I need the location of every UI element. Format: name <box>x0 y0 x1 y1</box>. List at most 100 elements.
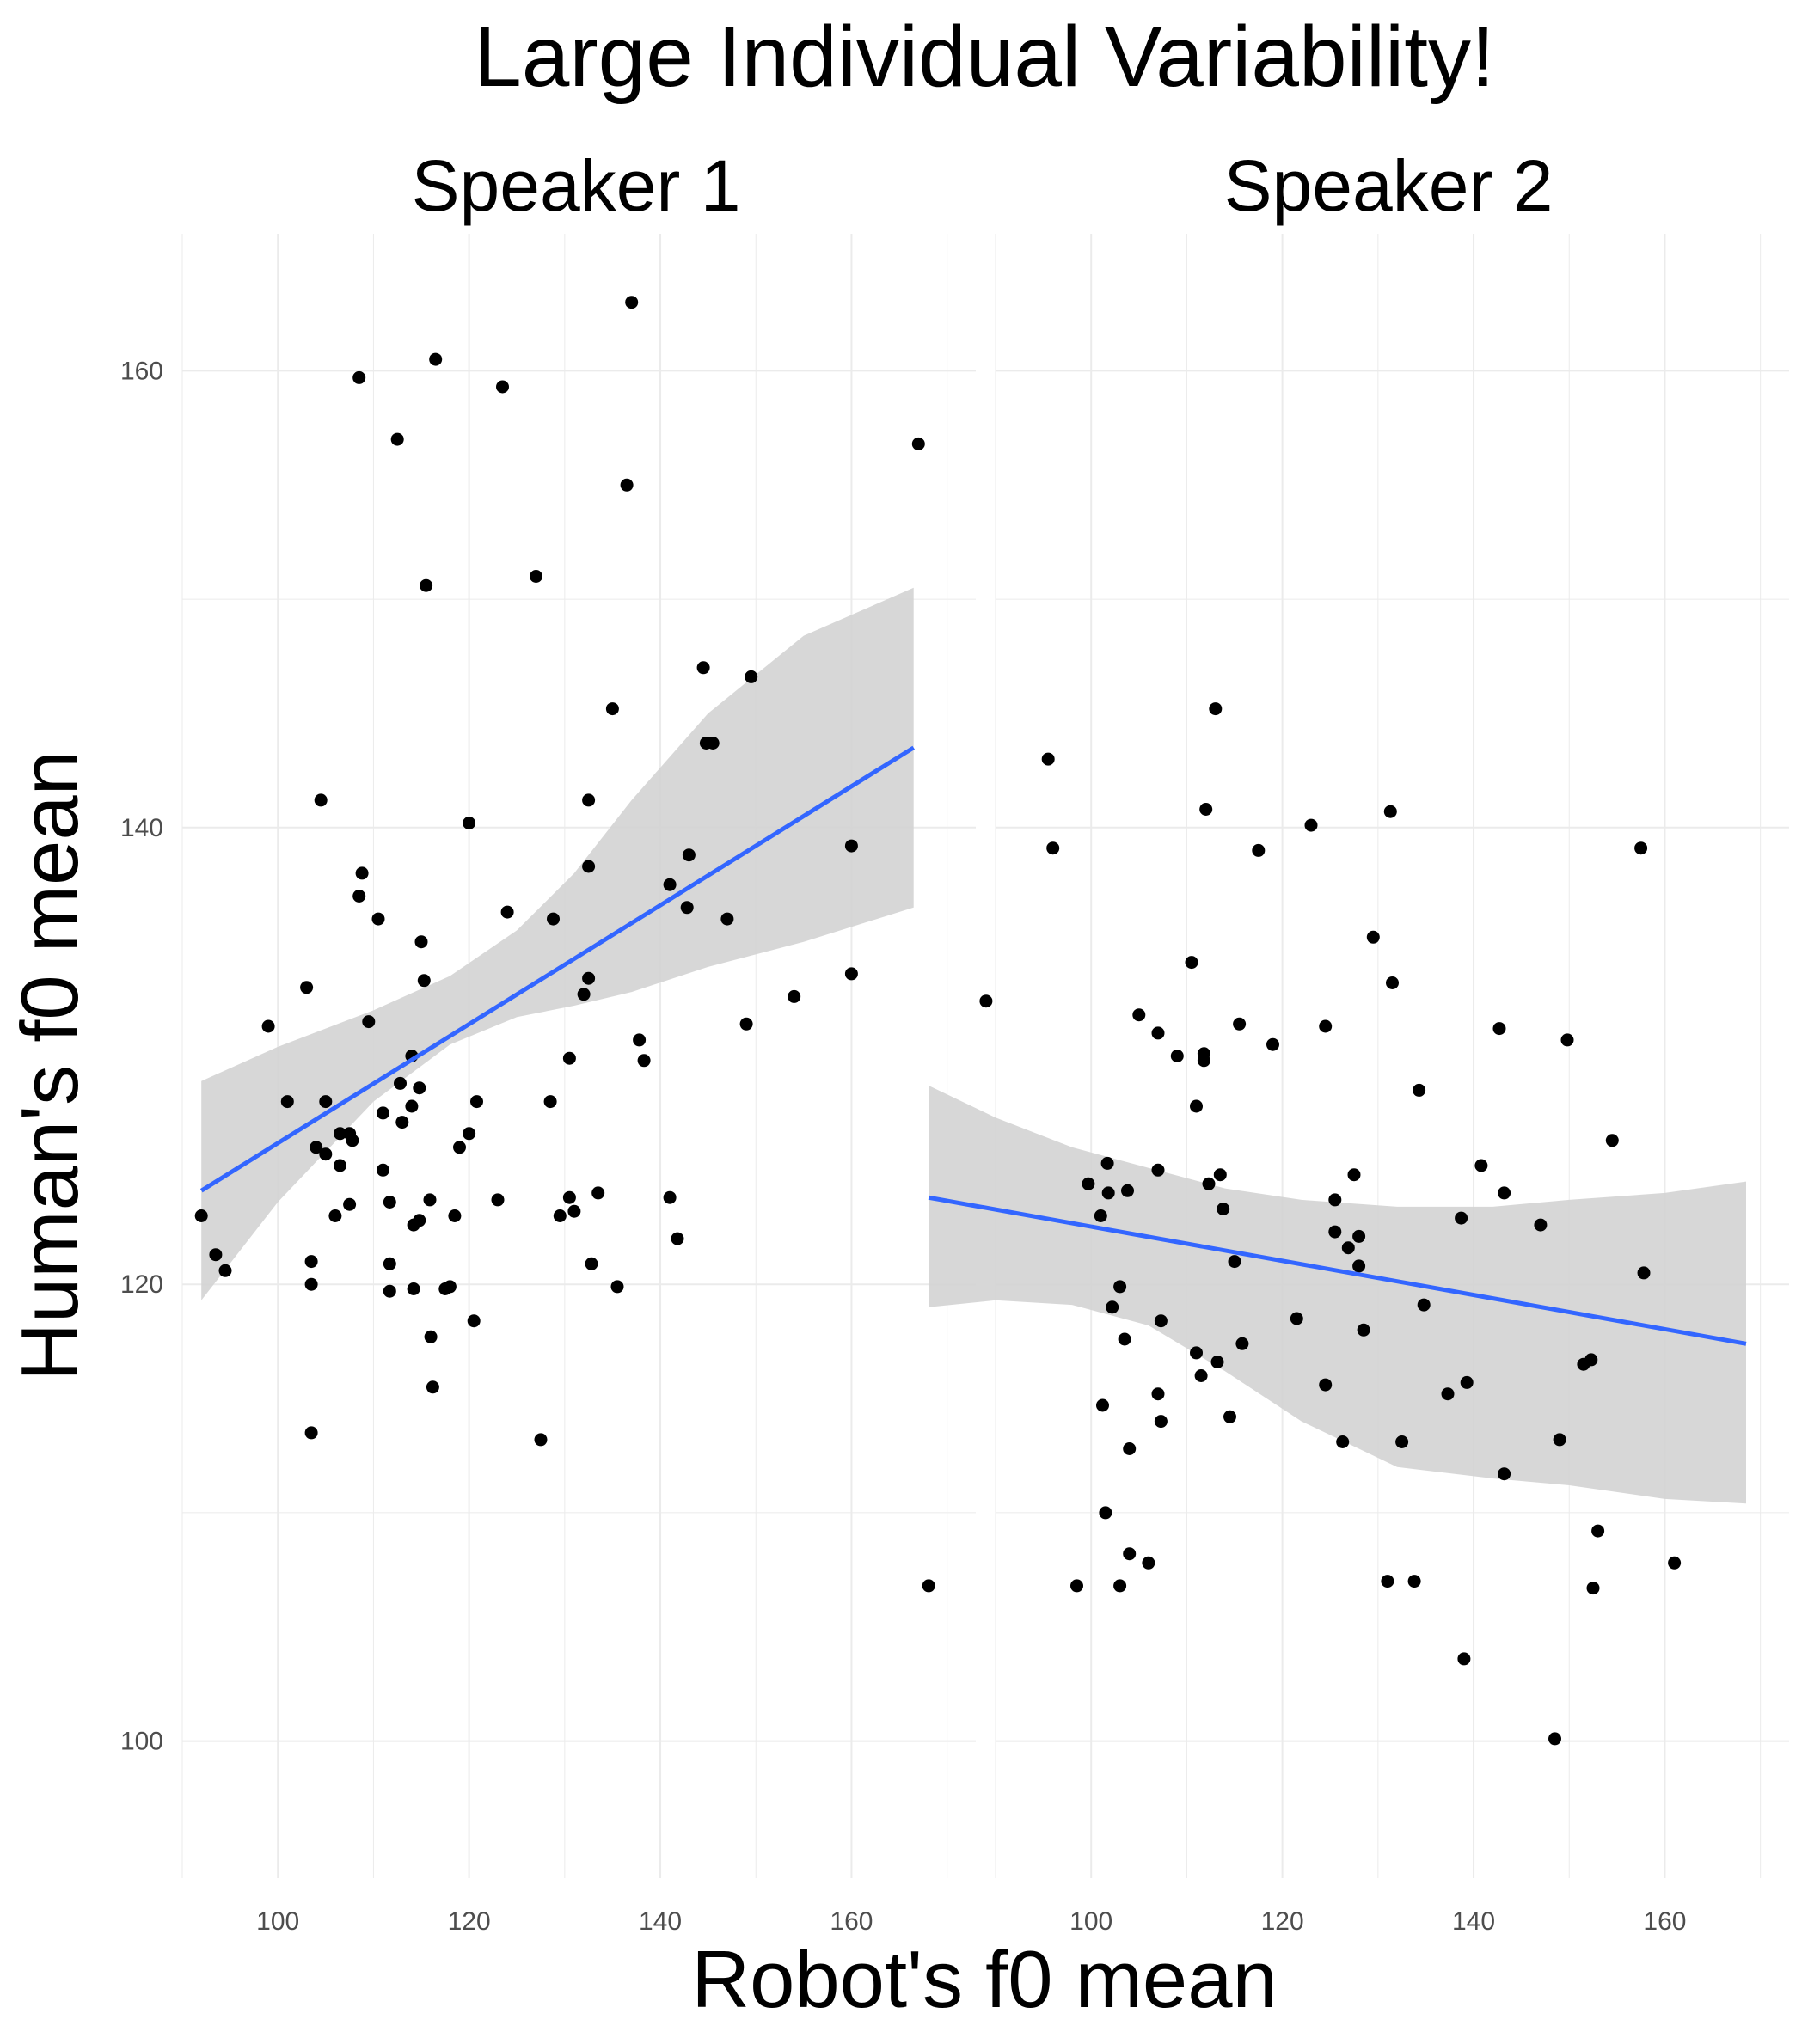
data-point <box>463 1127 476 1141</box>
data-point <box>371 912 385 926</box>
data-point <box>209 1248 223 1262</box>
data-point <box>1082 1177 1095 1190</box>
data-point <box>663 1190 677 1204</box>
y-axis-title: Human's f0 mean <box>4 750 95 1381</box>
data-point <box>194 1209 208 1222</box>
data-point <box>443 1280 457 1294</box>
data-point <box>1041 752 1055 766</box>
data-point <box>1336 1435 1350 1448</box>
data-point <box>346 1134 359 1147</box>
data-point <box>633 1033 647 1047</box>
data-point <box>1197 1054 1210 1068</box>
data-point <box>682 848 696 862</box>
data-point <box>377 1106 389 1120</box>
data-point <box>671 1232 684 1245</box>
data-point <box>1417 1298 1431 1312</box>
data-point <box>1202 1177 1216 1190</box>
panel-2-strip-label: Speaker 2 <box>1224 145 1554 226</box>
data-point <box>1319 1378 1333 1392</box>
data-point <box>426 1380 439 1394</box>
data-point <box>261 1019 275 1033</box>
data-point <box>1395 1435 1409 1448</box>
data-point <box>1460 1375 1474 1389</box>
data-point <box>788 989 801 1003</box>
data-point <box>328 1209 342 1222</box>
data-point <box>1100 1156 1114 1170</box>
regression-line <box>199 745 916 1193</box>
data-point <box>1534 1218 1548 1232</box>
data-point <box>1113 1280 1127 1294</box>
data-point <box>1228 1255 1241 1269</box>
data-point <box>417 974 431 988</box>
data-point <box>1553 1433 1566 1447</box>
regression-line <box>928 1195 1747 1346</box>
data-point <box>1304 818 1318 832</box>
data-point <box>1154 1314 1168 1328</box>
data-point <box>739 1017 753 1031</box>
data-point <box>1319 1019 1333 1033</box>
confidence-ribbon <box>201 587 914 1300</box>
data-point <box>1560 1033 1574 1047</box>
data-point <box>1142 1556 1155 1570</box>
data-point <box>1094 1209 1107 1222</box>
data-point <box>424 1330 438 1343</box>
data-point <box>1154 1415 1168 1429</box>
data-point <box>553 1209 567 1222</box>
data-point <box>1046 841 1060 855</box>
data-point <box>534 1433 548 1447</box>
data-point <box>1101 1186 1115 1200</box>
data-point <box>304 1277 318 1291</box>
data-point <box>1457 1652 1471 1666</box>
data-point <box>334 1159 346 1172</box>
data-point <box>394 1076 407 1090</box>
data-point <box>280 1095 294 1109</box>
data-point <box>1407 1575 1421 1588</box>
data-point <box>1213 1168 1227 1182</box>
x-axis-title: Robot's f0 mean <box>691 1934 1278 2024</box>
data-point <box>1096 1398 1109 1412</box>
data-point <box>585 1257 598 1270</box>
chart-title: Large Individual Variability! <box>474 9 1495 105</box>
data-point <box>745 670 758 683</box>
x-tick-label: 160 <box>830 1907 873 1936</box>
data-point <box>1209 702 1223 716</box>
data-point <box>1605 1134 1619 1147</box>
x-tick-label: 160 <box>1643 1907 1686 1936</box>
data-point <box>1217 1203 1230 1215</box>
data-point <box>1498 1467 1511 1481</box>
data-point <box>355 866 369 880</box>
data-point <box>304 1255 318 1269</box>
data-point <box>720 912 734 926</box>
data-point <box>562 1190 576 1204</box>
data-point <box>407 1282 420 1295</box>
data-point <box>1185 956 1198 970</box>
data-point <box>1386 976 1399 989</box>
x-tick-label: 120 <box>1261 1907 1304 1936</box>
data-point <box>414 935 428 949</box>
data-point <box>300 981 314 994</box>
data-point <box>567 1204 581 1218</box>
data-point <box>1266 1037 1279 1051</box>
data-point <box>706 737 720 750</box>
data-point <box>1548 1732 1561 1746</box>
data-point <box>448 1209 462 1222</box>
data-point <box>496 380 509 394</box>
data-point <box>1455 1211 1468 1225</box>
data-point <box>1290 1312 1303 1325</box>
data-point <box>1233 1017 1247 1031</box>
data-point <box>1341 1241 1355 1255</box>
data-point <box>413 1081 426 1095</box>
data-point <box>1413 1083 1426 1097</box>
x-tick-label: 100 <box>1069 1907 1112 1936</box>
data-point <box>463 817 476 829</box>
data-point <box>304 1426 318 1440</box>
data-point <box>1492 1022 1506 1036</box>
data-point <box>979 994 993 1008</box>
data-point <box>1381 1575 1394 1588</box>
data-point <box>1474 1159 1488 1172</box>
data-point <box>362 1015 376 1029</box>
data-point <box>1347 1168 1361 1182</box>
data-point <box>844 967 858 981</box>
data-point <box>1106 1300 1119 1314</box>
